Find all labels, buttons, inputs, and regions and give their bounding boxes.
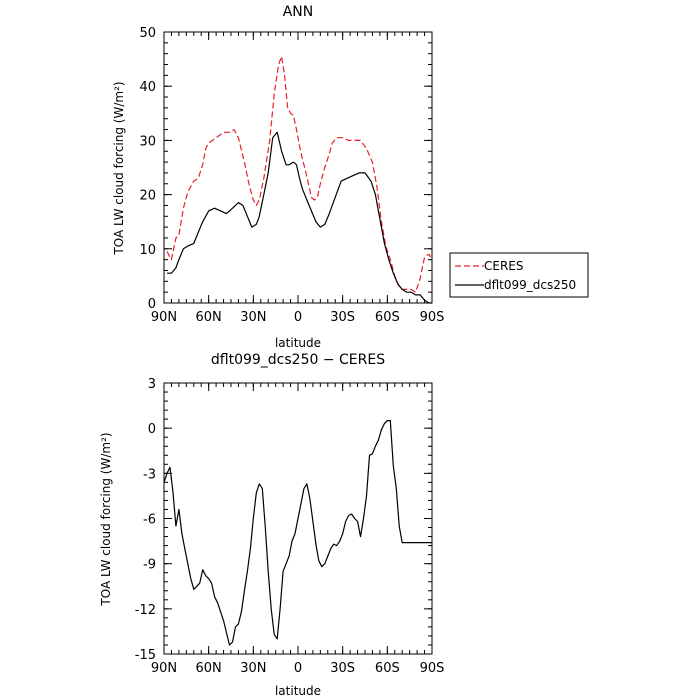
bottom-chart-x-tick-label: 60S <box>375 661 400 676</box>
top-chart-x-tick-label: 30N <box>240 310 266 325</box>
bottom-chart-y-tick-label: 0 <box>148 422 156 437</box>
bottom-chart-y-tick-label: -3 <box>143 467 156 482</box>
top-chart-x-tick-label: 90S <box>420 310 445 325</box>
top-chart-y-tick-label: 30 <box>139 134 156 149</box>
bottom-chart-x-tick-label: 30S <box>330 661 355 676</box>
legend-label-model: dflt099_dcs250 <box>484 278 576 292</box>
bottom-chart-series-line-0 <box>163 420 432 646</box>
bottom-chart-x-tick-label: 90S <box>420 661 445 676</box>
bottom-chart-ylabel: TOA LW cloud forcing (W/m²) <box>99 432 113 606</box>
bottom-chart-y-tick-label: -12 <box>135 603 156 618</box>
top-chart-frame <box>163 31 433 304</box>
top-chart-x-tick-label: 30S <box>330 310 355 325</box>
top-chart-x-tick-label: 0 <box>294 310 302 325</box>
top-chart-xlabel: latitude <box>275 336 321 350</box>
bottom-chart-x-tick-label: 0 <box>294 661 302 676</box>
bottom-chart-y-tick-label: 3 <box>148 377 156 392</box>
top-chart-y-tick-label: 0 <box>148 297 156 312</box>
top-chart-x-tick-label: 60N <box>196 310 222 325</box>
legend-label-ceres: CERES <box>484 259 524 273</box>
top-chart-series-line-dflt099-dcs250 <box>167 131 432 304</box>
top-chart-y-tick-label: 20 <box>139 189 156 204</box>
bottom-chart-y-tick-label: -9 <box>143 558 156 573</box>
legend-box <box>449 252 589 298</box>
bottom-chart-title: dflt099_dcs250 − CERES <box>211 352 385 368</box>
top-chart-title: ANN <box>283 4 314 20</box>
top-chart-series-line-ceres <box>166 55 433 293</box>
top-chart-plot-area: 90N 60N 30N 0 30S 60S 90S 0 10 20 30 40 50 <box>139 26 444 325</box>
bottom-chart-plot-area: 90N 60N 30N 0 30S 60S 90S 3 0 -3 -6 -9 -12 -15 <box>135 377 445 676</box>
top-chart-ylabel: TOA LW cloud forcing (W/m²) <box>112 81 126 255</box>
bottom-chart-x-tick-label: 60N <box>196 661 222 676</box>
bottom-chart-y-tick-label: -6 <box>143 513 156 528</box>
legend: CERES dflt099_dcs250 <box>449 252 589 298</box>
bottom-chart-x-tick-label: 90N <box>151 661 177 676</box>
bottom-chart-x-tick-label: 30N <box>240 661 266 676</box>
top-chart-y-tick-label: 10 <box>139 243 156 258</box>
bottom-chart-y-tick-label: -15 <box>135 648 156 663</box>
top-chart-x-tick-label: 90N <box>151 310 177 325</box>
top-chart-y-tick-label: 50 <box>139 26 156 41</box>
top-chart-y-tick-label: 40 <box>139 80 156 95</box>
bottom-chart-xlabel: latitude <box>275 684 321 698</box>
top-chart-x-tick-label: 60S <box>375 310 400 325</box>
